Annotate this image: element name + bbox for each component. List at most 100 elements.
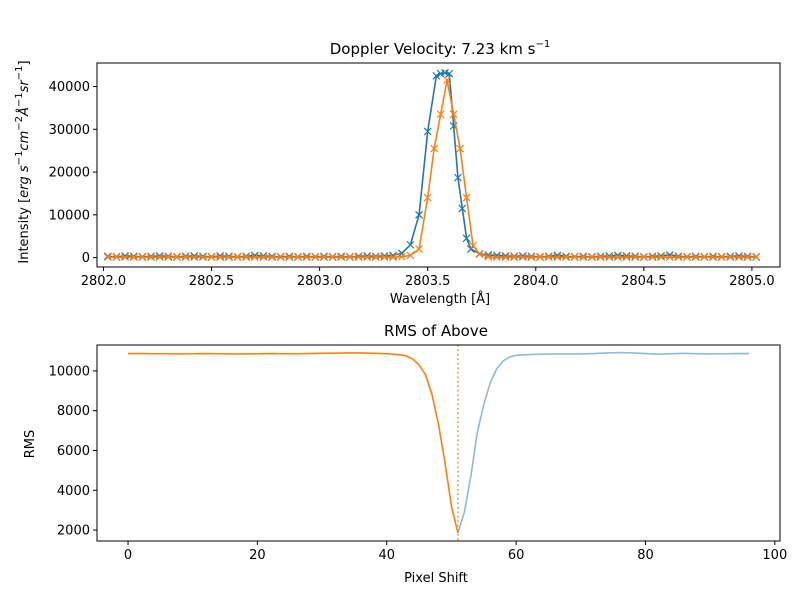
intensity-point-fitted: [648, 253, 657, 262]
intensity-x-tick-label: 2802.0: [81, 274, 127, 289]
intensity-point-observed: [432, 71, 441, 80]
intensity-point-fitted: [691, 253, 700, 262]
intensity-point-fitted: [553, 253, 562, 262]
rms-x-tick-label: 60: [508, 548, 525, 563]
intensity-point-fitted: [709, 253, 717, 262]
intensity-point-observed: [363, 251, 372, 260]
intensity-y-tick-label: 30000: [49, 123, 90, 138]
intensity-point-observed: [501, 251, 510, 260]
rms-x-tick-label: 100: [762, 548, 787, 563]
intensity-point-observed: [302, 252, 311, 261]
rms-x-axis-label: Pixel Shift: [404, 571, 468, 586]
intensity-point-observed: [518, 251, 527, 260]
intensity-point-fitted: [190, 253, 199, 262]
intensity-point-observed: [579, 252, 588, 261]
intensity-point-fitted: [544, 253, 553, 262]
intensity-x-tick-label: 2805.0: [729, 274, 775, 289]
intensity-point-fitted: [181, 253, 190, 262]
intensity-point-fitted: [579, 253, 588, 262]
intensity-point-observed: [216, 251, 225, 260]
intensity-point-observed: [544, 252, 553, 261]
intensity-y-ticks: 0 10000 20000 30000 40000: [49, 80, 97, 266]
intensity-point-fitted: [430, 144, 439, 153]
intensity-point-fitted: [250, 253, 259, 262]
intensity-point-fitted: [198, 253, 207, 262]
intensity-point-fitted: [613, 253, 622, 262]
intensity-point-observed: [155, 251, 164, 260]
intensity-point-observed: [129, 252, 138, 261]
intensity-point-observed: [337, 252, 346, 261]
rms-chart-title: RMS of Above: [384, 322, 488, 340]
intensity-point-observed: [657, 251, 666, 260]
intensity-point-observed: [268, 252, 276, 261]
intensity-point-fitted: [484, 252, 493, 261]
rms-x-tick-label: 20: [249, 548, 266, 563]
intensity-point-fitted: [320, 253, 328, 262]
intensity-point-fitted: [415, 245, 423, 253]
intensity-y-tick-label: 40000: [49, 80, 90, 95]
intensity-point-observed: [691, 252, 700, 261]
intensity-point-fitted: [389, 253, 398, 262]
intensity-point-fitted: [173, 253, 181, 262]
intensity-point-observed: [458, 204, 467, 213]
intensity-point-fitted: [147, 253, 155, 262]
intensity-point-fitted: [233, 253, 242, 262]
intensity-point-observed: [285, 252, 294, 261]
intensity-point-observed: [674, 252, 683, 261]
intensity-x-tick-label: 2803.0: [297, 274, 343, 289]
intensity-point-fitted: [103, 253, 112, 262]
intensity-point-fitted: [492, 253, 501, 262]
intensity-point-fitted: [639, 253, 648, 262]
intensity-point-fitted: [112, 253, 121, 262]
intensity-point-fitted: [268, 253, 276, 262]
intensity-point-fitted: [605, 253, 614, 262]
intensity-point-fitted: [443, 76, 452, 85]
intensity-point-fitted: [527, 253, 536, 262]
intensity-chart-title: Doppler Velocity: 7.23 km s−1: [330, 39, 550, 58]
intensity-point-fitted: [302, 253, 311, 262]
intensity-y-tick-label: 10000: [49, 208, 90, 223]
rms-series-rms-left: [128, 352, 459, 534]
intensity-point-fitted: [406, 251, 415, 260]
intensity-point-fitted: [665, 253, 674, 262]
intensity-point-observed: [181, 252, 190, 261]
rms-plot-area: [128, 345, 749, 541]
intensity-point-fitted: [294, 253, 302, 262]
intensity-point-observed: [527, 252, 536, 261]
intensity-point-fitted: [311, 253, 320, 262]
intensity-x-axis-label: Wavelength [Å]: [390, 291, 490, 307]
intensity-x-tick-label: 2804.5: [621, 274, 667, 289]
rms-y-axis-label: RMS: [23, 430, 38, 459]
rms-x-ticks: 0 20 40 60 80 100: [124, 541, 787, 563]
intensity-point-fitted: [216, 253, 225, 262]
intensity-point-fitted: [449, 110, 458, 119]
intensity-point-fitted: [207, 253, 216, 262]
intensity-point-observed: [380, 251, 389, 260]
intensity-point-observed: [605, 251, 614, 260]
intensity-point-fitted: [735, 253, 743, 262]
intensity-point-fitted: [436, 110, 445, 119]
intensity-point-fitted: [501, 253, 510, 262]
intensity-point-fitted: [129, 253, 138, 262]
intensity-axes-frame: [96, 62, 781, 268]
intensity-point-fitted: [631, 253, 640, 262]
intensity-point-fitted: [717, 253, 726, 262]
intensity-point-fitted: [726, 253, 735, 262]
intensity-y-axis-label: Intensity [erg s−1cm−2Å−1sr−1]: [14, 60, 32, 263]
rms-y-tick-label: 10000: [49, 364, 90, 379]
intensity-point-observed: [164, 252, 173, 261]
intensity-point-fitted: [337, 253, 346, 262]
intensity-point-fitted: [363, 253, 372, 262]
intensity-point-fitted: [397, 252, 406, 261]
intensity-x-tick-label: 2802.5: [189, 274, 235, 289]
intensity-point-fitted: [242, 253, 251, 262]
rms-axes-frame: [96, 344, 781, 542]
intensity-point-observed: [726, 252, 735, 261]
intensity-plot-area: [103, 68, 761, 262]
intensity-point-observed: [445, 69, 454, 78]
rms-x-tick-label: 40: [378, 548, 395, 563]
rms-x-tick-label: 0: [124, 548, 132, 563]
intensity-point-observed: [415, 210, 423, 219]
intensity-point-fitted: [588, 253, 596, 262]
intensity-point-fitted: [354, 253, 363, 262]
